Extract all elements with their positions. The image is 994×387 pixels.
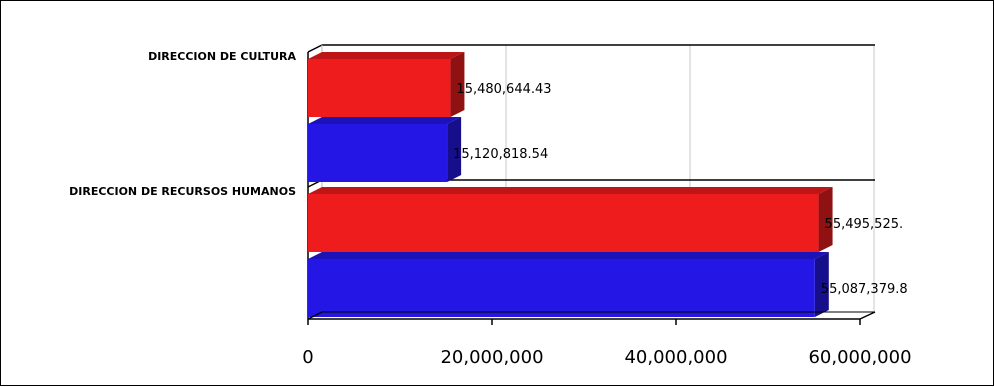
floor-right-edge [859,311,876,320]
bar-side-face [447,117,462,182]
bar [308,259,815,317]
data-label: 55,087,379.8 [821,282,908,297]
floor-depth-edge [307,311,323,320]
x-tick-label: 40,000,000 [624,347,727,368]
category-label: DIRECCION DE CULTURA [148,50,296,63]
data-label: 55,495,525. [825,217,904,232]
data-label: 15,480,644.43 [456,82,551,97]
bar-top-face [308,187,833,194]
bar-side-face [450,52,465,117]
category-label: DIRECCION DE RECURSOS HUMANOS [69,185,296,198]
bar [308,194,819,252]
bar-side-face [814,252,829,317]
bar-side-face [818,187,833,252]
bar-top-face [308,52,465,59]
data-label: 15,120,818.54 [453,147,548,162]
bar [308,124,448,182]
x-tick-label: 0 [302,347,313,368]
separator-depth-edge [307,44,323,53]
bar-top-face [308,252,829,259]
x-tick-label: 20,000,000 [440,347,543,368]
x-tick-label: 60,000,000 [808,347,911,368]
bar [308,59,451,117]
bar-top-face [308,117,462,124]
